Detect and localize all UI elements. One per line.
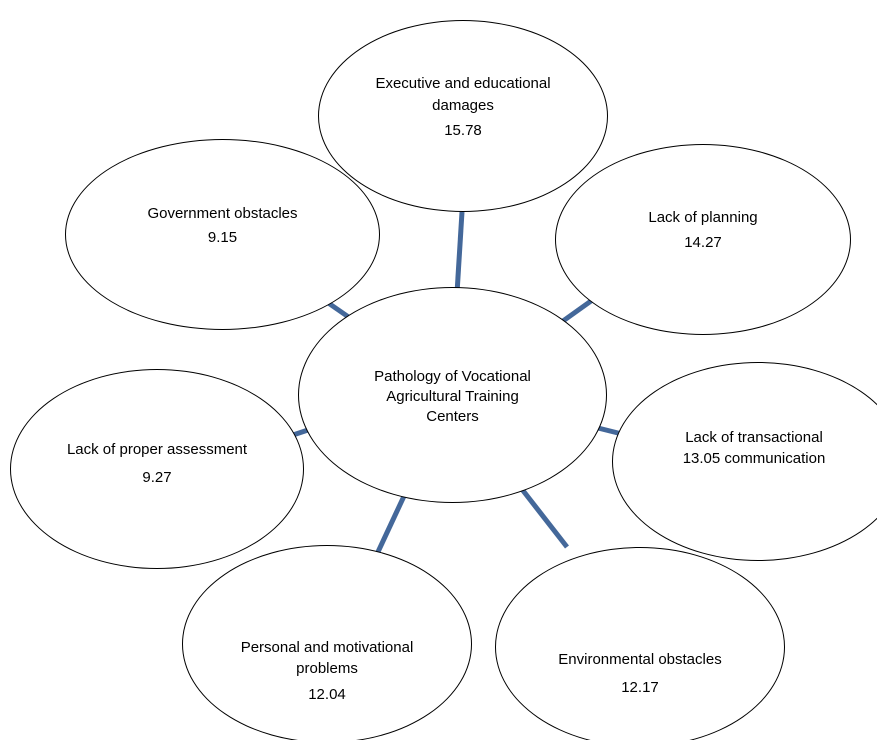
lack-of-proper-assessment-value: 9.27 (142, 469, 172, 486)
center-line-1: Pathology of Vocational (374, 368, 531, 385)
lack-of-transactional-line-1: Lack of transactional (685, 429, 823, 446)
node-center-pathology (298, 287, 607, 503)
executive-damages-line-2: damages (432, 97, 494, 114)
personal-motivational-value: 12.04 (308, 686, 346, 703)
lack-of-planning-value: 14.27 (684, 234, 722, 251)
lack-of-transactional-line-2: 13.05 communication (682, 450, 826, 467)
connector-personal (374, 492, 408, 556)
node-lack-of-transactional-communication (612, 362, 877, 561)
node-lack-of-planning (555, 144, 851, 335)
node-environmental-obstacles (495, 547, 785, 740)
node-lack-of-proper-assessment (10, 369, 304, 569)
connector-environmental (519, 486, 569, 549)
personal-motivational-line-1: Personal and motivational (240, 639, 414, 656)
environmental-obstacles-value: 12.17 (621, 679, 659, 696)
center-line-3: Centers (426, 408, 479, 425)
lack-of-planning-label: Lack of planning (648, 209, 758, 226)
government-obstacles-label: Government obstacles (147, 205, 298, 222)
environmental-obstacles-label: Environmental obstacles (558, 651, 722, 668)
lack-of-proper-assessment-label: Lack of proper assessment (66, 441, 248, 458)
executive-damages-line-1: Executive and educational (375, 75, 551, 92)
connector-executive (454, 211, 465, 294)
center-line-2: Agricultural Training (386, 388, 519, 405)
personal-motivational-line-2: problems (296, 660, 358, 677)
node-personal-motivational-problems (182, 545, 472, 740)
connector-assessment (292, 427, 309, 438)
node-executive-damages (318, 20, 608, 212)
node-government-obstacles (65, 139, 380, 330)
government-obstacles-value: 9.15 (207, 229, 238, 246)
executive-damages-value: 15.78 (444, 122, 482, 139)
